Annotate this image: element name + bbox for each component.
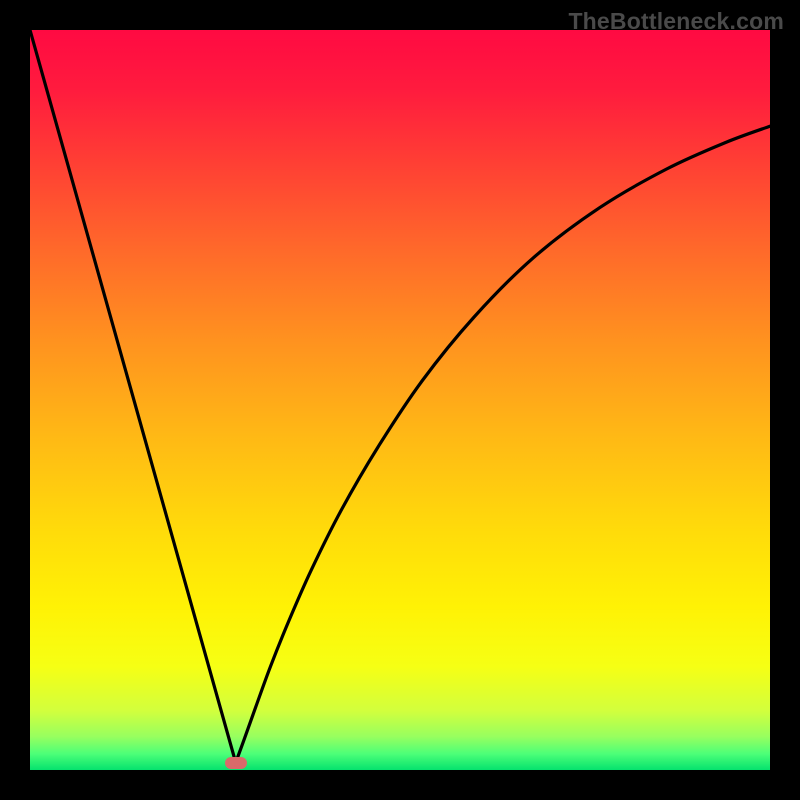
curve-svg [30, 30, 770, 770]
plot-frame [30, 30, 770, 770]
chart-root: TheBottleneck.com [0, 0, 800, 800]
min-marker [225, 757, 247, 769]
bottleneck-curve [30, 30, 770, 763]
watermark-text: TheBottleneck.com [568, 8, 784, 35]
